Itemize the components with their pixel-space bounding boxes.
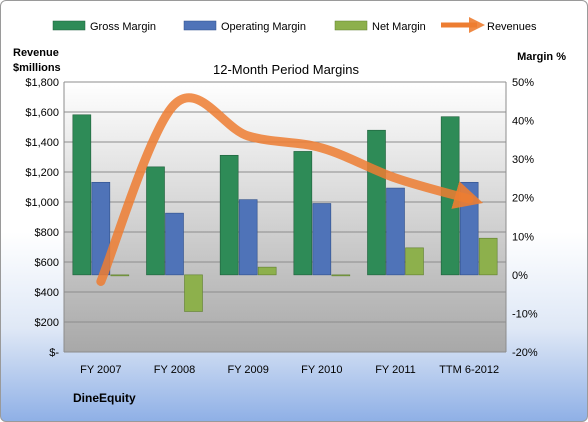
bar-operating-margin (312, 203, 332, 276)
category-label: FY 2011 (375, 364, 416, 376)
category-label: TTM 6-2012 (439, 364, 499, 376)
category-label: FY 2008 (154, 364, 195, 376)
left-tick-label: $1,400 (25, 137, 59, 149)
right-axis-title: Margin % (517, 51, 566, 63)
grid-lines (63, 81, 507, 353)
legend-swatch-operating-margin (183, 20, 217, 31)
bar-gross-margin (219, 154, 239, 276)
left-tick-label: $600 (35, 257, 59, 269)
bar-operating-margin (165, 212, 184, 276)
left-tick-label: $200 (35, 317, 59, 329)
right-tick-label: 50% (512, 77, 534, 89)
bar-gross-margin (72, 114, 92, 276)
left-tick-label: $1,600 (25, 107, 59, 119)
right-axis-ticks: -20% -10% 0% 10% 20% 30% 40% 50% (512, 77, 538, 359)
bar-gross-margin (367, 129, 386, 276)
right-tick-label: -20% (512, 347, 538, 359)
legend: Gross Margin Operating Margin Net Margin… (52, 16, 537, 33)
right-tick-label: 40% (512, 116, 534, 128)
category-label: FY 2010 (301, 364, 342, 376)
left-tick-label: $- (49, 347, 59, 359)
bar-net-margin (478, 237, 498, 276)
left-axis-ticks: $- $200 $400 $600 $800 $1,000 $1,200 $1,400 $1,6… (25, 77, 59, 359)
left-tick-label: $400 (35, 287, 59, 299)
left-tick-label: $800 (35, 227, 59, 239)
legend-label-net-margin: Net Margin (372, 21, 426, 33)
bar-operating-margin (386, 187, 405, 276)
company-label: DineEquity (73, 391, 136, 405)
plot-area (64, 82, 506, 352)
bar-net-margin (184, 274, 203, 312)
bar-net-margin (257, 266, 277, 276)
right-tick-label: 0% (512, 270, 528, 282)
right-tick-label: 20% (512, 193, 534, 205)
right-tick-label: -10% (512, 308, 538, 320)
right-tick-label: 30% (512, 154, 534, 166)
legend-label-revenues: Revenues (487, 21, 537, 33)
left-tick-label: $1,800 (25, 77, 59, 89)
left-tick-label: $1,200 (25, 167, 59, 179)
left-tick-label: $1,000 (25, 197, 59, 209)
bar-operating-margin (238, 199, 258, 276)
left-axis-title-line2: $millions (13, 62, 61, 74)
bar-gross-margin (146, 166, 165, 276)
legend-label-gross-margin: Gross Margin (90, 21, 156, 33)
legend-label-operating-margin: Operating Margin (221, 21, 306, 33)
category-labels: FY 2007 FY 2008 FY 2009 FY 2010 FY 2011 TTM 6… (80, 364, 499, 376)
legend-swatch-gross-margin (52, 20, 86, 31)
right-tick-label: 10% (512, 231, 534, 243)
legend-swatch-net-margin (334, 20, 368, 31)
bar-net-margin (405, 247, 424, 276)
bar-net-margin (110, 274, 130, 277)
category-label: FY 2009 (227, 364, 268, 376)
bar-gross-margin (293, 151, 313, 276)
revenue-line (96, 93, 484, 286)
left-axis-title-line1: Revenue (13, 47, 59, 59)
line-revenues (96, 93, 484, 286)
chart-title: 12-Month Period Margins (213, 62, 359, 77)
category-label: FY 2007 (80, 364, 121, 376)
bar-net-margin (331, 274, 351, 277)
